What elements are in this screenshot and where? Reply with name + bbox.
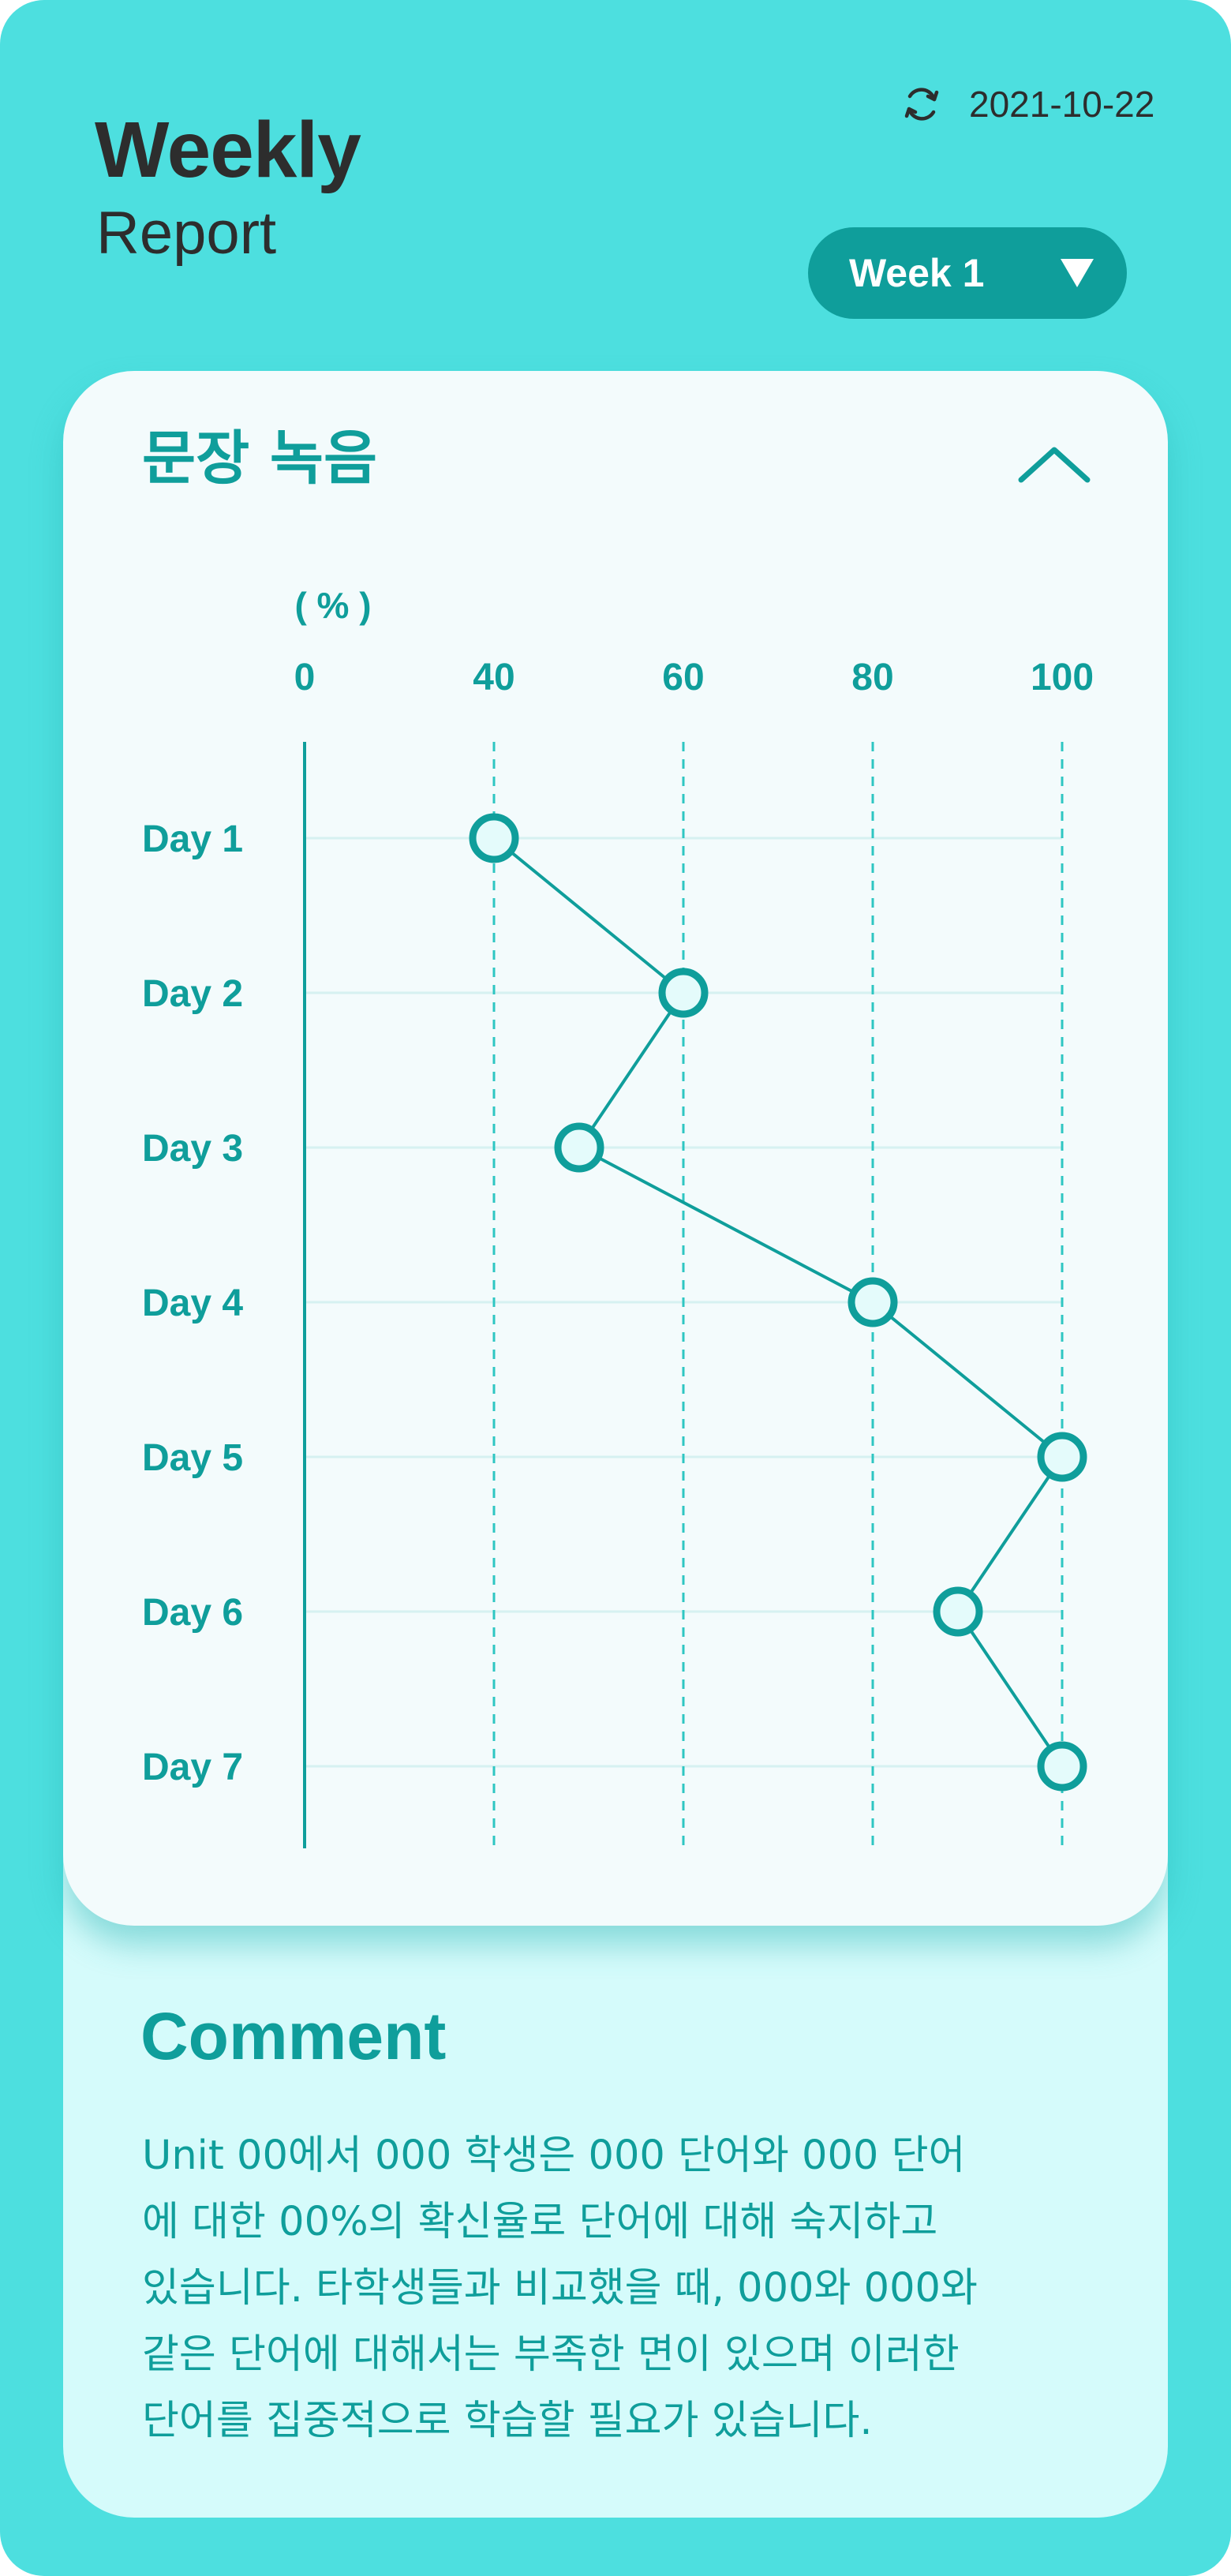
chart-card: 문장 녹음 ( % ) 0 40 60 80 100 Day 1 Day 2 Day 3 Da… [63, 371, 1168, 1926]
category-label: Day 7 [142, 1747, 243, 1788]
refresh-icon[interactable] [900, 82, 944, 126]
x-tick-label: 0 [294, 657, 316, 698]
data-point[interactable] [554, 1122, 604, 1173]
data-point[interactable] [658, 968, 709, 1018]
category-label: Day 3 [142, 1128, 243, 1170]
chart-unit-label: ( % ) [294, 585, 371, 626]
data-point[interactable] [1037, 1432, 1087, 1482]
x-tick-label: 40 [473, 657, 514, 698]
category-label: Day 4 [142, 1282, 243, 1324]
line-chart: ( % ) 0 40 60 80 100 Day 1 Day 2 Day 3 Day 4 Day… [142, 585, 1094, 1848]
data-point[interactable] [933, 1586, 983, 1637]
category-label: Day 2 [142, 973, 243, 1015]
data-point[interactable] [1037, 1741, 1087, 1792]
chart-card-title: 문장 녹음 [142, 425, 378, 492]
x-tick-label: 60 [662, 657, 704, 698]
category-label: Day 5 [142, 1437, 243, 1479]
comment-title: Comment [140, 1999, 447, 2073]
comment-text: Unit 00에서 000 학생은 000 단어와 000 단어 에 대한 00… [142, 2132, 978, 2444]
report-date: 2021-10-22 [969, 84, 1155, 125]
chevron-up-icon[interactable] [1016, 442, 1092, 486]
data-point[interactable] [847, 1277, 898, 1327]
x-tick-label: 80 [851, 657, 893, 698]
page-subtitle: Report [96, 200, 277, 267]
week-selector-label: Week 1 [849, 251, 985, 295]
data-point[interactable] [469, 813, 519, 863]
category-label: Day 6 [142, 1592, 243, 1634]
week-selector[interactable]: Week 1 [808, 227, 1127, 319]
x-tick-label: 100 [1031, 657, 1094, 698]
category-label: Day 1 [142, 818, 243, 860]
triangle-down-icon [1061, 259, 1094, 287]
page-title: Weekly [95, 106, 361, 194]
